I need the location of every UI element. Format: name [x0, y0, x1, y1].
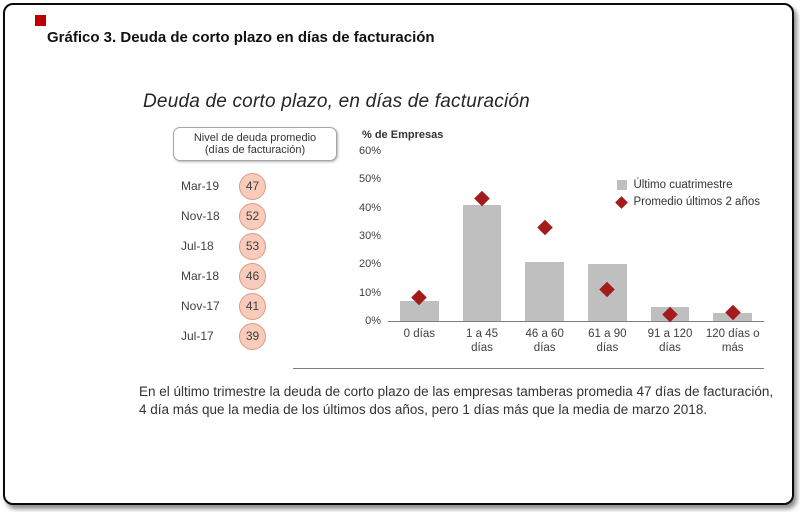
y-tick-label: 50%: [358, 173, 381, 186]
bar-0-días: [399, 301, 439, 321]
x-tick-label: 0 días: [403, 328, 435, 340]
chart-column: [639, 151, 702, 323]
debt-row-value-circle: 52: [239, 202, 266, 230]
y-tick-label: 40%: [358, 201, 381, 214]
legend-item: Último cuatrimestre: [617, 179, 760, 191]
debt-level-label-line1: Nivel de deuda promedio: [193, 132, 317, 144]
chart-column: [451, 151, 514, 321]
debt-row-date: Mar-19: [181, 179, 220, 193]
debt-row-date: Mar-18: [181, 269, 220, 283]
y-tick-label: 10%: [358, 286, 381, 299]
debt-level-label-line2: (días de facturación): [204, 144, 306, 156]
debt-row-value-circle: 41: [239, 292, 266, 320]
debt-row: Nov-18 52: [133, 201, 348, 231]
legend-label: Promedio últimos 2 años: [633, 196, 760, 208]
plot-row: 0% 10% 20% 30% 40% 50% 60% Último cuatrimestre…: [348, 145, 764, 327]
chart-legend: Último cuatrimestre Promedio últimos 2 añ…: [615, 179, 760, 213]
report-figure-frame: Gráfico 3. Deuda de corto plazo en días …: [3, 3, 794, 505]
legend-item: Promedio últimos 2 años: [615, 195, 760, 209]
debt-row-value-circle: 39: [239, 322, 266, 350]
debt-level-rows: Mar-19 47 Nov-18 52 Jul-18 53 Mar-18 46 Nov-17 41…: [133, 171, 348, 351]
debt-row-date: Nov-18: [181, 209, 220, 223]
y-tick-label: 0%: [365, 315, 381, 327]
y-tick-label: 30%: [358, 230, 381, 242]
bar-46-a-60-días: [525, 261, 565, 321]
debt-row: Mar-18 46: [133, 261, 348, 291]
x-tick-label: 61 a 90 días: [588, 328, 627, 355]
bar-1-a-45-días: [462, 204, 502, 321]
x-axis-labels: 0 días 1 a 45 días 46 a 60 días 61 a 90 día…: [388, 327, 764, 356]
x-tick-label: 91 a 120 días: [647, 328, 693, 355]
red-square-marker-icon: [35, 15, 46, 26]
legend-label: Último cuatrimestre: [633, 179, 733, 191]
legend-square-icon: [617, 180, 628, 190]
figure-footnote: En el último trimestre la deuda de corto…: [139, 383, 774, 417]
debt-row-value-circle: 46: [239, 262, 266, 290]
plot-area: Último cuatrimestre Promedio últimos 2 añ…: [388, 151, 764, 323]
debt-level-panel-label: Nivel de deuda promedio (días de factura…: [173, 127, 337, 161]
bottom-axis-rule: [293, 367, 764, 369]
debt-row: Jul-17 39: [133, 321, 348, 351]
x-tick-label: 46 a 60 días: [525, 328, 564, 355]
x-tick-label: 1 a 45 días: [466, 328, 498, 355]
chart-column: [513, 151, 576, 321]
chart-column: [576, 151, 639, 321]
debt-row: Nov-17 41: [133, 291, 348, 321]
diamond-marker-46-a-60-días: [536, 219, 553, 235]
y-tick-label: 60%: [358, 145, 381, 157]
debt-row-date: Jul-18: [181, 239, 214, 253]
debt-row-date: Nov-17: [181, 299, 220, 313]
y-axis-title: % de Empresas: [362, 129, 444, 141]
x-tick-label: 120 días o más: [705, 328, 760, 355]
chart-column: [388, 151, 451, 321]
figure-content: Nivel de deuda promedio (días de factura…: [133, 125, 764, 369]
debt-level-panel: Nivel de deuda promedio (días de factura…: [133, 125, 348, 369]
chart-column: [701, 151, 764, 321]
chart-title: Deuda de corto plazo, en días de factura…: [143, 91, 530, 112]
debt-row: Jul-18 53: [133, 231, 348, 261]
bar-chart: % de Empresas 0% 10% 20% 30% 40% 50% 60% Últim…: [293, 125, 764, 369]
debt-row-date: Jul-17: [181, 329, 214, 343]
debt-row-value-circle: 47: [239, 172, 266, 200]
debt-row-value-circle: 53: [239, 232, 266, 260]
debt-row: Mar-19 47: [133, 171, 348, 201]
figure-body: Deuda de corto plazo, en días de factura…: [133, 91, 773, 419]
y-tick-label: 20%: [358, 258, 381, 271]
y-axis-ticks: 0% 10% 20% 30% 40% 50% 60%: [348, 145, 388, 327]
figure-caption: Gráfico 3. Deuda de corto plazo en días …: [47, 29, 435, 46]
